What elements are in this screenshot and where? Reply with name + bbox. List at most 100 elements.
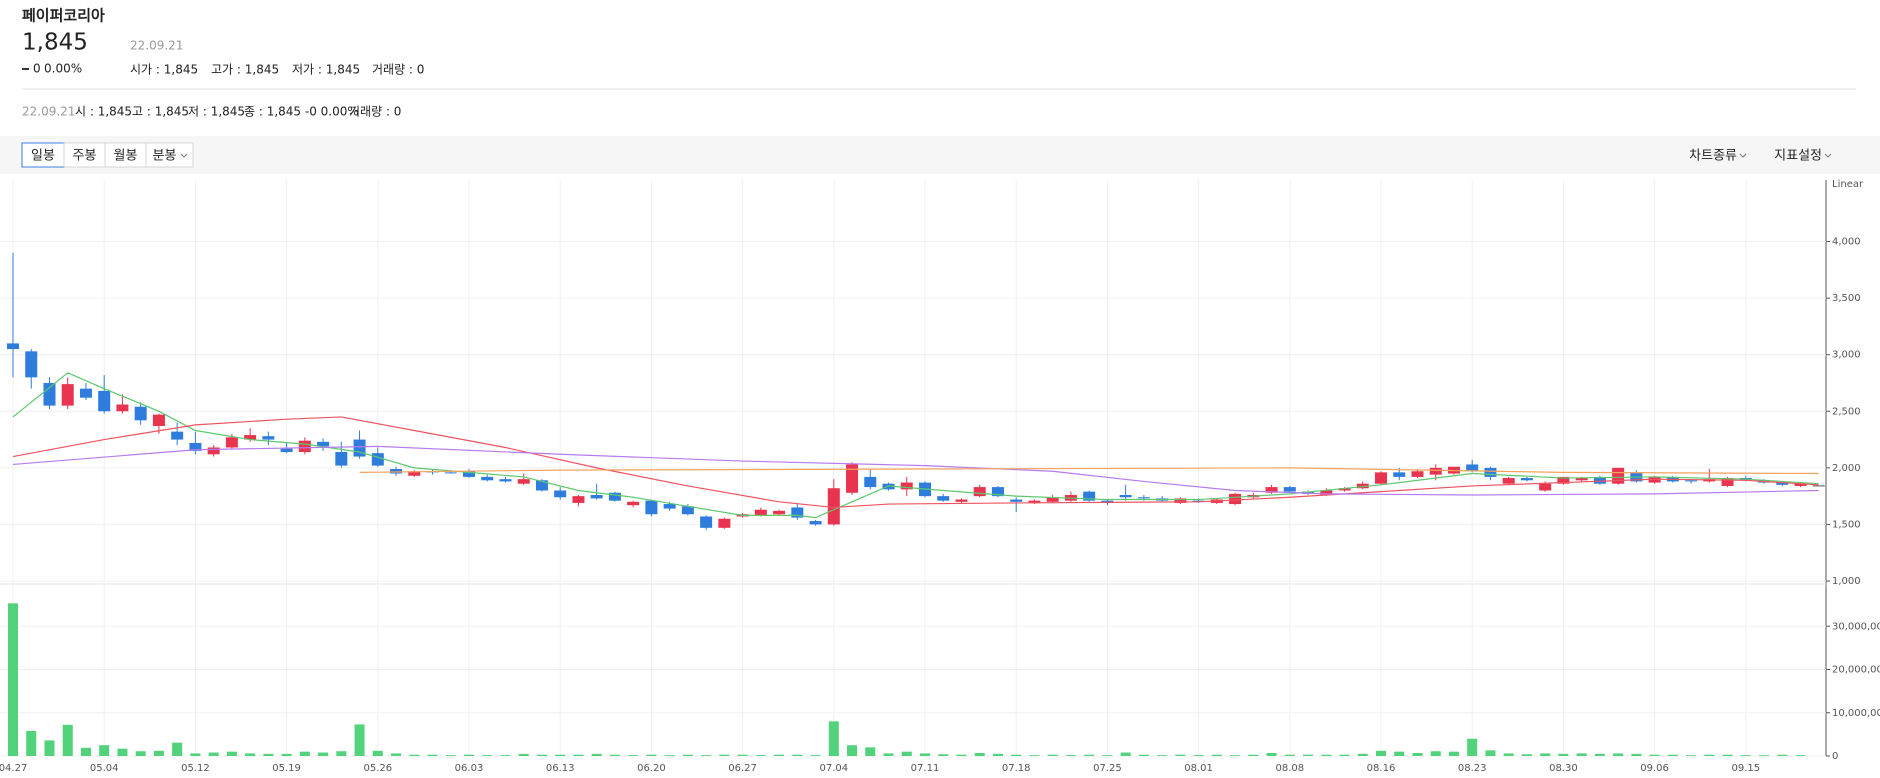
candle-body (1229, 493, 1242, 505)
volume-bar (901, 751, 912, 756)
candle-body (791, 507, 804, 518)
volume-bar (1485, 750, 1496, 756)
candle-body (1557, 476, 1570, 484)
volume-bar (1284, 754, 1295, 756)
period-button[interactable]: 주봉 (73, 149, 97, 164)
candle-body (517, 479, 530, 484)
volume-bar (500, 755, 511, 756)
period-selected (21, 142, 65, 168)
candle-body (280, 448, 293, 453)
info-field: 고 : 1,845 (132, 105, 189, 119)
candle-body (171, 431, 184, 440)
period-button[interactable]: 분봉 (153, 149, 177, 164)
candle-body (1794, 483, 1807, 486)
volume-bar (1649, 754, 1660, 756)
volume-bar (591, 753, 602, 756)
y2-tick-label: 10,000,000 (1832, 708, 1880, 719)
volume-bar (847, 745, 858, 756)
candle-body (1411, 471, 1424, 477)
quote-field: 저가 : 1,845 (292, 63, 360, 77)
candle-body (61, 384, 74, 406)
volume-bar (1011, 754, 1022, 756)
volume-bar (865, 747, 876, 756)
y2-tick-label: 30,000,000 (1832, 621, 1880, 632)
candle-body (134, 406, 147, 421)
x-tick-label: 07.11 (911, 763, 940, 774)
candle-body (608, 492, 621, 501)
x-tick-label: 07.25 (1093, 763, 1122, 774)
candle-body (298, 440, 311, 453)
menu-button[interactable]: 차트종류 (1689, 149, 1737, 164)
volume-bar (1102, 755, 1113, 756)
volume-bar (1230, 755, 1241, 756)
volume-bar (281, 753, 292, 756)
y-tick-label: 4,000 (1832, 237, 1861, 248)
volume-bar (245, 753, 256, 756)
candle-body (152, 414, 165, 426)
candle-body (1575, 478, 1588, 481)
candle-body (864, 476, 877, 488)
candle-body (408, 471, 421, 476)
volume-bar (62, 724, 73, 756)
volume-bar (1594, 753, 1605, 756)
volume-bar (80, 747, 91, 756)
candle-body (973, 487, 986, 497)
y-tick-label: 1,000 (1832, 576, 1861, 587)
volume-bar (828, 721, 839, 756)
candle-body (116, 404, 129, 412)
y-tick-label: 3,500 (1832, 293, 1861, 304)
info-field: 종 : 1,845 -0 0.00% (244, 105, 359, 119)
candle-body (627, 501, 640, 506)
candle-body (79, 388, 92, 398)
candle-body (1776, 482, 1789, 485)
volume-bar (1120, 752, 1131, 756)
candle-body (25, 351, 38, 378)
period-button[interactable]: 일봉 (31, 149, 55, 164)
quote-date: 22.09.21 (130, 39, 183, 53)
volume-bar (1175, 754, 1186, 756)
candle-body (1812, 485, 1825, 487)
x-tick-label: 06.20 (637, 763, 666, 774)
candle-body (937, 496, 950, 501)
volume-bar (1521, 754, 1532, 756)
volume-bar (536, 754, 547, 756)
menu-button[interactable]: 지표설정 (1774, 149, 1822, 164)
x-tick-label: 08.30 (1549, 763, 1578, 774)
x-tick-label: 06.27 (728, 763, 757, 774)
candle-body (43, 383, 56, 406)
volume-bar (1430, 751, 1441, 756)
candle-body (98, 390, 111, 412)
volume-bar (555, 754, 566, 756)
volume-bar (1777, 754, 1788, 756)
volume-bar (427, 754, 438, 756)
x-tick-label: 06.13 (546, 763, 575, 774)
volume-bar (1193, 755, 1204, 756)
candle-body (335, 452, 348, 466)
volume-bar (938, 754, 949, 756)
volume-bar (1211, 754, 1222, 756)
candle-body (1685, 480, 1698, 482)
volume-bar (1376, 750, 1386, 756)
volume-bar (318, 752, 329, 756)
x-tick-label: 07.18 (1002, 763, 1031, 774)
chevron (1739, 153, 1747, 158)
candle-body (390, 468, 403, 474)
stock-name: 페이퍼코리아 (22, 7, 105, 25)
volume-bar (1047, 754, 1058, 756)
x-tick-label: 07.04 (819, 763, 848, 774)
volume-bar (1248, 754, 1259, 756)
x-tick-label: 05.26 (363, 763, 392, 774)
volume-bar (1394, 751, 1405, 756)
volume-bar (208, 752, 219, 756)
candle-body (317, 441, 330, 447)
chevron (1824, 153, 1832, 158)
x-tick-label: 08.16 (1367, 763, 1396, 774)
candle-body (718, 518, 731, 528)
volume-bar (1157, 755, 1168, 756)
volume-bar (992, 753, 1003, 756)
volume-bar (26, 730, 37, 756)
candle-body (1593, 476, 1606, 484)
period-button[interactable]: 월봉 (114, 149, 138, 164)
x-tick-label: 08.01 (1184, 763, 1213, 774)
x-tick-label: 09.15 (1731, 763, 1760, 774)
